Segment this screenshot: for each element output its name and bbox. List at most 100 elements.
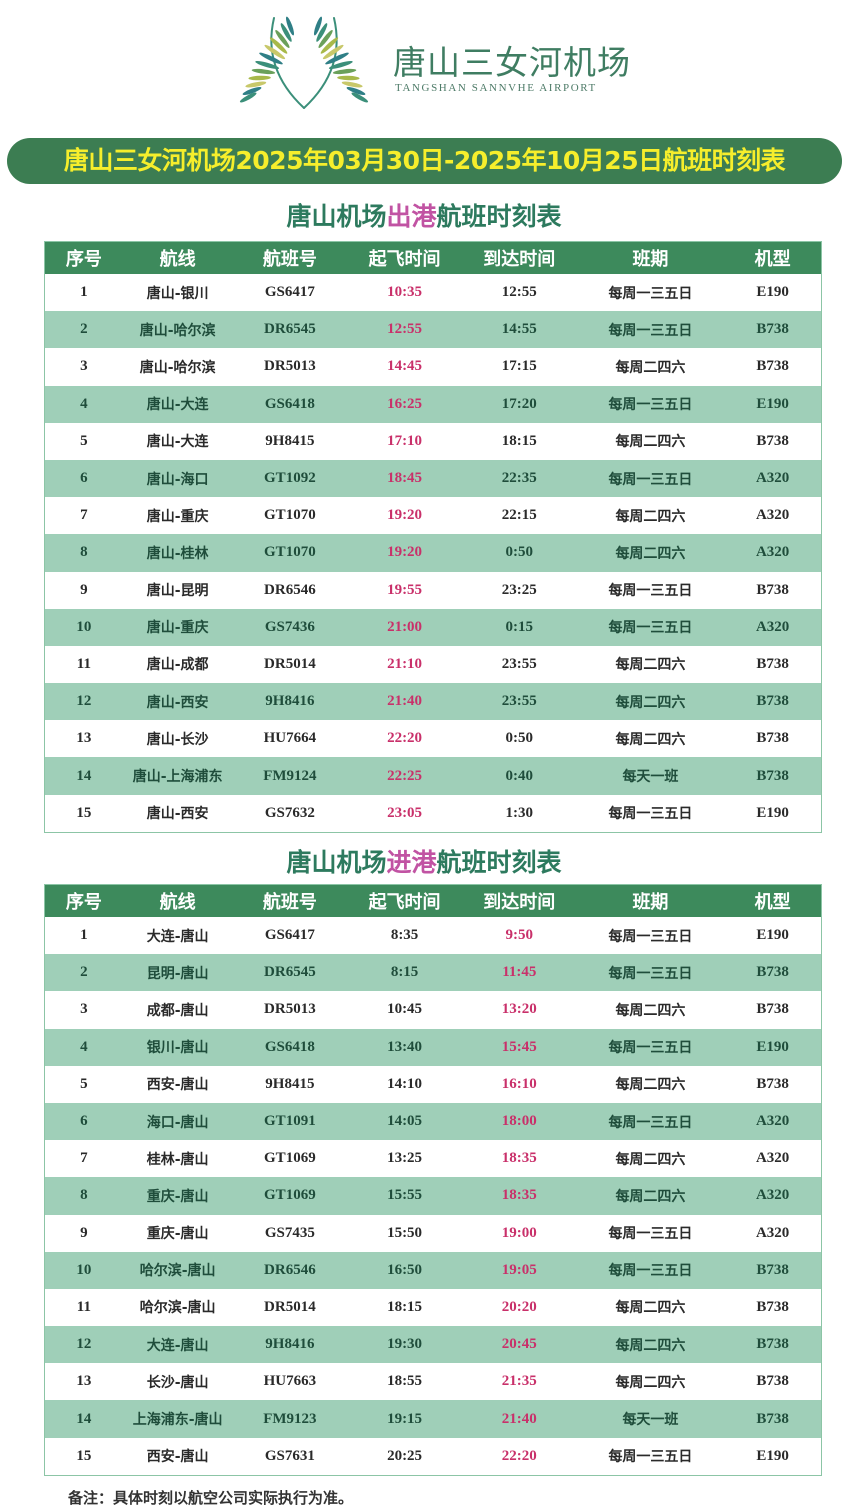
table-cell: B738 bbox=[756, 321, 789, 338]
table-cell: 7 bbox=[80, 1150, 88, 1167]
table-cell: 每天一班 bbox=[622, 1412, 679, 1429]
table-cell: 22:15 bbox=[501, 507, 537, 524]
table-cell: GS7436 bbox=[264, 618, 315, 635]
table-cell: E190 bbox=[756, 284, 789, 301]
table-cell: 14:45 bbox=[387, 358, 423, 375]
logo-leaf bbox=[316, 23, 328, 42]
table-cell: 17:10 bbox=[387, 432, 423, 449]
table-cell: 每周二四六 bbox=[615, 508, 686, 525]
logo-leaf bbox=[280, 23, 292, 42]
table-cell: 哈尔滨-唐山 bbox=[139, 1300, 216, 1317]
table-cell: 每天一班 bbox=[622, 769, 679, 786]
logo-leaf bbox=[341, 81, 363, 88]
table-cell: 每周二四六 bbox=[615, 1077, 686, 1094]
table-cell: 20:45 bbox=[501, 1336, 537, 1353]
table-cell: E190 bbox=[756, 927, 789, 944]
table-cell: 9 bbox=[80, 581, 88, 598]
table-cell: 每周一三五日 bbox=[608, 322, 693, 339]
table-cell: DR5014 bbox=[264, 1298, 316, 1315]
table-cell: 21:10 bbox=[387, 655, 423, 672]
table-cell: 13:25 bbox=[387, 1150, 423, 1167]
table-row: 2 唐山-哈尔滨 DR6545 12:55 14:55 每周一三五日 B738 bbox=[45, 311, 821, 349]
table-cell: 14 bbox=[76, 1410, 92, 1427]
logo-leaf bbox=[248, 75, 271, 81]
table-cell: 每周一三五日 bbox=[608, 1114, 693, 1131]
table-cell: 9 bbox=[80, 1224, 88, 1241]
table-row: 12 大连-唐山 9H8416 19:30 20:45 每周二四六 B738 bbox=[45, 1326, 821, 1364]
table-cell: 22:25 bbox=[387, 767, 423, 784]
table-cell: GT1070 bbox=[264, 507, 316, 524]
table-row: 4 银川-唐山 GS6418 13:40 15:45 每周一三五日 E190 bbox=[45, 1028, 821, 1066]
table-cell: DR6546 bbox=[264, 1261, 316, 1278]
table-row: 14 上海浦东-唐山 FM9123 19:15 21:40 每天一班 B738 bbox=[45, 1400, 821, 1438]
table-cell: 7 bbox=[80, 507, 88, 524]
table-row: 4 唐山-大连 GS6418 16:25 17:20 每周一三五日 E190 bbox=[45, 385, 821, 423]
table-cell: B738 bbox=[756, 1410, 789, 1427]
table-row: 11 哈尔滨-唐山 DR5014 18:15 20:20 每周二四六 B738 bbox=[45, 1289, 821, 1326]
table-cell: GT1069 bbox=[264, 1187, 316, 1204]
table-cell: GS6418 bbox=[264, 395, 315, 412]
table-cell: 2 bbox=[80, 321, 88, 338]
table-cell: FM9123 bbox=[263, 1410, 317, 1427]
table-cell: 每周一三五日 bbox=[608, 285, 693, 302]
table-cell: B738 bbox=[756, 432, 789, 449]
table-cell: GS6417 bbox=[264, 284, 315, 301]
table-cell: 10:35 bbox=[387, 284, 423, 301]
schedule-banner: 唐山三女河机场2025年03月30日-2025年10月25日航班时刻表 bbox=[7, 138, 842, 184]
table-cell: 长沙-唐山 bbox=[146, 1374, 209, 1391]
table-cell: B738 bbox=[756, 693, 789, 710]
logo-leaf bbox=[328, 60, 353, 70]
table-cell: B738 bbox=[756, 964, 789, 981]
table-cell: 3 bbox=[80, 1001, 88, 1018]
table-cell: GT1092 bbox=[264, 470, 316, 487]
table-cell: 15:50 bbox=[387, 1224, 423, 1241]
table-cell: GS7435 bbox=[264, 1224, 315, 1241]
table-cell: 唐山-西安 bbox=[146, 806, 209, 823]
table-cell: 22:35 bbox=[501, 470, 537, 487]
table-cell: 8:15 bbox=[390, 964, 419, 981]
table-row: 9 唐山-昆明 DR6546 19:55 23:25 每周一三五日 B738 bbox=[45, 572, 821, 609]
table-cell: 3 bbox=[80, 358, 88, 375]
table-cell: 每周一三五日 bbox=[608, 1263, 693, 1280]
table-cell: DR6545 bbox=[264, 964, 316, 981]
table-cell: 16:50 bbox=[387, 1261, 423, 1278]
table-cell: GS7632 bbox=[264, 804, 315, 821]
table-cell: 海口-唐山 bbox=[146, 1114, 209, 1131]
table-cell: 12 bbox=[76, 1336, 92, 1353]
logo-leaf bbox=[318, 30, 333, 48]
brand-name-en: TANGSHAN SANNVHE AIRPORT bbox=[395, 82, 597, 94]
table-cell: A320 bbox=[755, 544, 790, 561]
table-cell: 23:05 bbox=[387, 804, 423, 821]
table-cell: 1:30 bbox=[505, 804, 534, 821]
table-cell: 19:20 bbox=[387, 507, 423, 524]
table-cell: 9H8415 bbox=[265, 432, 315, 449]
table-cell: 15 bbox=[76, 1447, 92, 1464]
table-row: 13 长沙-唐山 HU7663 18:55 21:35 每周二四六 B738 bbox=[45, 1363, 821, 1400]
table-cell: 每周一三五日 bbox=[608, 583, 693, 600]
table-cell: 昆明-唐山 bbox=[146, 965, 209, 982]
table-cell: 每周二四六 bbox=[615, 545, 686, 562]
table-cell: 唐山-海口 bbox=[146, 471, 209, 488]
table-cell: 17:15 bbox=[501, 358, 537, 375]
table-cell: B738 bbox=[756, 1373, 789, 1390]
table-row: 10 唐山-重庆 GS7436 21:00 0:15 每周一三五日 A320 bbox=[45, 608, 821, 646]
table-cell: 每周二四六 bbox=[615, 1188, 686, 1205]
table-cell: HU7663 bbox=[263, 1373, 317, 1390]
logo-leaf bbox=[320, 37, 339, 54]
table-cell: A320 bbox=[755, 1187, 790, 1204]
table-row: 8 重庆-唐山 GT1069 15:55 18:35 每周二四六 A320 bbox=[45, 1177, 821, 1215]
table-cell: 唐山-重庆 bbox=[146, 508, 209, 525]
table-cell: 22:20 bbox=[387, 730, 423, 747]
table-cell: 每周一三五日 bbox=[608, 965, 693, 982]
table-row: 8 唐山-桂林 GT1070 19:20 0:50 每周二四六 A320 bbox=[45, 534, 821, 572]
table-cell: 21:40 bbox=[501, 1410, 537, 1427]
table-cell: 每周一三五日 bbox=[608, 1040, 693, 1057]
table-cell: 23:55 bbox=[501, 655, 537, 672]
brand-name-cn: 唐山三女河机场 bbox=[393, 43, 631, 82]
table-cell: 11 bbox=[76, 655, 91, 672]
table-cell: 13 bbox=[76, 730, 92, 747]
table-cell: 每周一三五日 bbox=[608, 1449, 693, 1466]
table-cell: 8:35 bbox=[390, 927, 419, 944]
table-cell: DR5013 bbox=[264, 1001, 316, 1018]
table-cell: 9H8416 bbox=[265, 1336, 315, 1353]
